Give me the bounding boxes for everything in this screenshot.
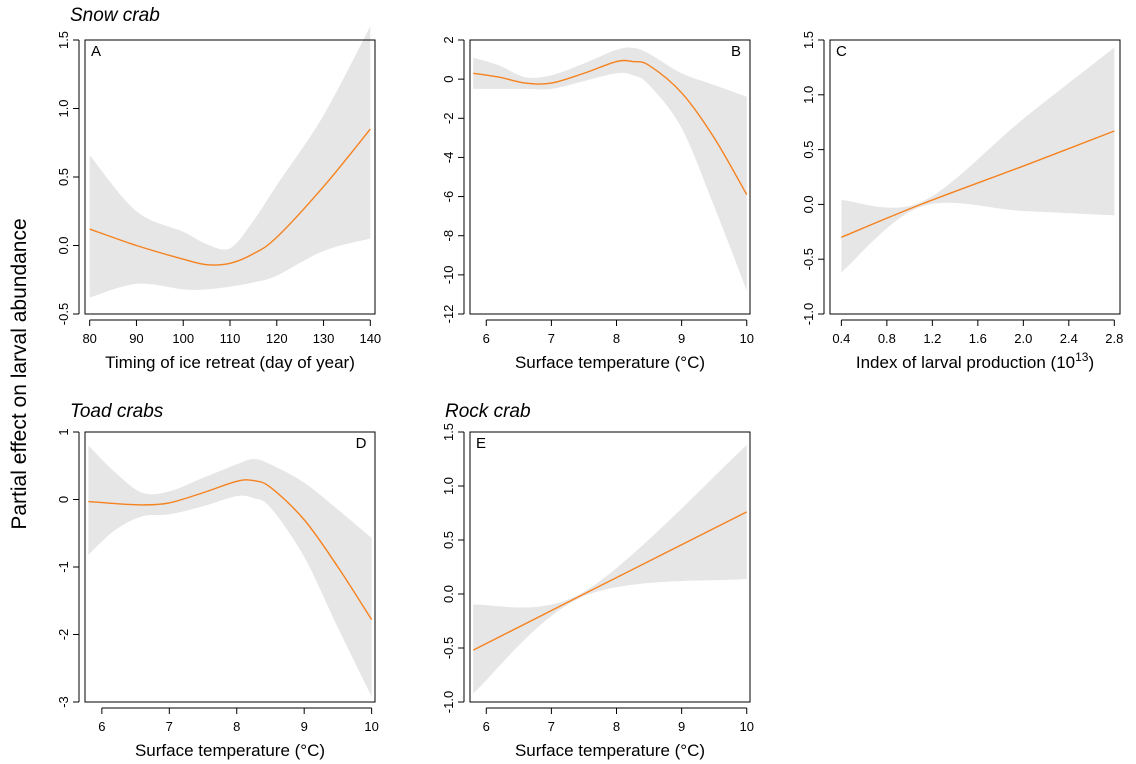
x-tick-label-b-4: 10 bbox=[740, 331, 754, 346]
x-tick-label-b-2: 8 bbox=[613, 331, 620, 346]
y-tick-label-a-0: -0.5 bbox=[56, 303, 71, 325]
plot-frame-c bbox=[829, 39, 1121, 315]
ci-band-e bbox=[473, 444, 747, 694]
y-tick-label-d-2: -1 bbox=[56, 561, 71, 573]
y-tick-label-d-4: 1 bbox=[56, 428, 71, 435]
y-tick-label-e-0: -1.0 bbox=[441, 691, 456, 713]
species-label-rock-crab: Rock crab bbox=[445, 401, 531, 422]
panel-letter-c: C bbox=[836, 43, 847, 60]
y-tick-label-c-1: -0.5 bbox=[801, 248, 816, 270]
x-tick-label-d-1: 7 bbox=[166, 719, 173, 734]
panel-letter-e: E bbox=[476, 435, 486, 452]
x-tick-label-d-4: 10 bbox=[364, 719, 378, 734]
y-tick-label-b-4: -4 bbox=[441, 152, 456, 164]
x-tick-label-e-3: 9 bbox=[678, 719, 685, 734]
x-axis-title-e: Surface temperature (°C) bbox=[515, 741, 705, 760]
fit-line-c bbox=[841, 130, 1115, 238]
fit-line-a bbox=[89, 128, 371, 266]
x-tick-label-a-2: 100 bbox=[172, 331, 194, 346]
panel-b: 6 7 8 9 10 -12 -10 -8 -6 -4 -2 0 2 B Surface temperatu… bbox=[441, 36, 754, 372]
y-tick-label-b-5: -2 bbox=[441, 113, 456, 125]
ci-band-b bbox=[473, 47, 747, 291]
x-tick-label-e-0: 6 bbox=[483, 719, 490, 734]
y-tick-label-c-5: 1.5 bbox=[801, 31, 816, 49]
x-tick-label-a-0: 80 bbox=[82, 331, 96, 346]
y-tick-label-d-0: -3 bbox=[56, 696, 71, 708]
y-tick-label-b-2: -8 bbox=[441, 230, 456, 242]
x-tick-label-e-4: 10 bbox=[740, 719, 754, 734]
x-tick-label-a-5: 130 bbox=[313, 331, 335, 346]
x-tick-label-a-4: 120 bbox=[266, 331, 288, 346]
y-tick-label-b-7: 2 bbox=[441, 36, 456, 43]
x-tick-label-b-0: 6 bbox=[483, 331, 490, 346]
x-tick-label-e-1: 7 bbox=[548, 719, 555, 734]
x-tick-label-c-6: 2.8 bbox=[1105, 331, 1123, 346]
fit-line-b bbox=[473, 59, 748, 195]
fit-line-d bbox=[88, 479, 373, 621]
x-tick-label-d-0: 6 bbox=[98, 719, 105, 734]
y-tick-label-a-4: 1.5 bbox=[56, 31, 71, 49]
x-tick-label-a-6: 140 bbox=[359, 331, 381, 346]
y-tick-label-c-0: -1.0 bbox=[801, 303, 816, 325]
panel-d: 6 7 8 9 10 -3 -2 -1 0 1 D Surface temperature (°C) bbox=[56, 428, 379, 760]
panel-letter-d: D bbox=[356, 435, 367, 452]
x-axis-title-d: Surface temperature (°C) bbox=[135, 741, 325, 760]
panel-c: 0.4 0.8 1.2 1.6 2.0 2.4 2.8 -1.0 -0.5 0.0 0.5 1.0 1.… bbox=[801, 31, 1123, 372]
panel-letter-a: A bbox=[91, 43, 101, 60]
y-tick-label-c-3: 0.5 bbox=[801, 141, 816, 159]
x-tick-label-c-0: 0.4 bbox=[832, 331, 850, 346]
species-label-toad-crabs: Toad crabs bbox=[70, 401, 164, 422]
x-tick-label-d-3: 9 bbox=[301, 719, 308, 734]
plot-frame-e bbox=[469, 431, 751, 703]
panel-e: 6 7 8 9 10 -1.0 -0.5 0.0 0.5 1.0 1.5 E Surface tempe… bbox=[441, 423, 754, 760]
y-tick-label-e-5: 1.5 bbox=[441, 423, 456, 441]
ci-band-a bbox=[89, 26, 371, 298]
panels-group: 80 90 100 110 120 130 140-0.50.00.51.01.5ATimi… bbox=[56, 26, 1123, 760]
y-tick-label-d-1: -2 bbox=[56, 629, 71, 641]
panel-a: 80 90 100 110 120 130 140 -0.5 0.0 0.5 1.0 1.5 A Timi… bbox=[56, 26, 381, 372]
x-tick-label-c-4: 2.0 bbox=[1014, 331, 1032, 346]
x-tick-label-b-1: 7 bbox=[548, 331, 555, 346]
y-tick-label-e-2: 0.0 bbox=[441, 585, 456, 603]
x-tick-label-e-2: 8 bbox=[613, 719, 620, 734]
fit-line-e bbox=[472, 511, 748, 651]
x-tick-label-d-2: 8 bbox=[233, 719, 240, 734]
ci-band-c bbox=[841, 47, 1115, 273]
y-tick-label-d-3: 0 bbox=[56, 496, 71, 503]
y-tick-label-b-6: 0 bbox=[441, 76, 456, 83]
x-tick-label-c-1: 0.8 bbox=[878, 331, 896, 346]
x-tick-label-b-3: 9 bbox=[678, 331, 685, 346]
y-tick-label-a-3: 1.0 bbox=[56, 99, 71, 117]
plot-frame-a bbox=[84, 39, 376, 315]
species-label-snow-crab: Snow crab bbox=[70, 5, 160, 26]
y-tick-label-a-1: 0.0 bbox=[56, 236, 71, 254]
plot-frame-b bbox=[469, 39, 751, 315]
x-axis-title-c: Index of larval production (1013) bbox=[856, 350, 1094, 372]
y-tick-label-b-0: -12 bbox=[441, 305, 456, 324]
x-tick-label-c-3: 1.6 bbox=[969, 331, 987, 346]
ci-band-d bbox=[88, 445, 372, 697]
x-axis-title-a: Timing of ice retreat (day of year) bbox=[105, 353, 355, 372]
y-axis-title: Partial effect on larval abundance bbox=[8, 218, 31, 529]
y-tick-label-c-4: 1.0 bbox=[801, 86, 816, 104]
y-tick-label-b-1: -10 bbox=[441, 265, 456, 284]
y-tick-label-e-3: 0.5 bbox=[441, 531, 456, 549]
y-tick-label-e-4: 1.0 bbox=[441, 477, 456, 495]
x-tick-label-a-1: 90 bbox=[129, 331, 143, 346]
x-tick-label-a-3: 110 bbox=[220, 331, 241, 346]
y-tick-label-e-1: -0.5 bbox=[441, 637, 456, 659]
x-tick-label-c-5: 2.4 bbox=[1060, 331, 1078, 346]
plot-frame-d bbox=[84, 431, 376, 703]
y-tick-label-b-3: -6 bbox=[441, 191, 456, 203]
y-tick-label-c-2: 0.0 bbox=[801, 195, 816, 213]
x-axis-title-b: Surface temperature (°C) bbox=[515, 353, 705, 372]
panel-letter-b: B bbox=[731, 43, 741, 60]
x-tick-label-c-2: 1.2 bbox=[923, 331, 941, 346]
y-tick-label-a-2: 0.5 bbox=[56, 168, 71, 186]
